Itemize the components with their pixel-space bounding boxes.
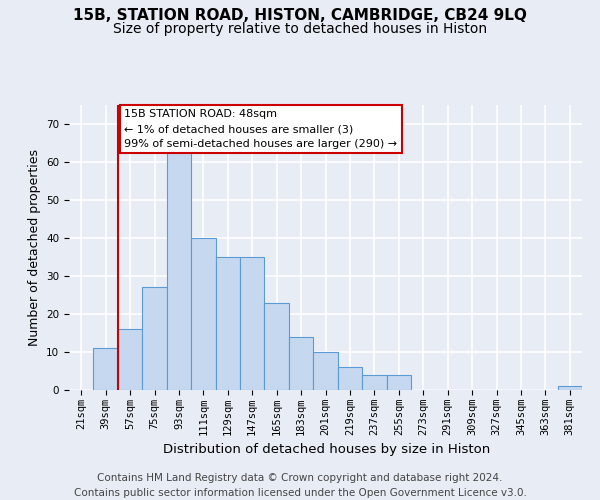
Bar xyxy=(191,238,215,390)
Bar xyxy=(215,257,240,390)
Text: 15B STATION ROAD: 48sqm
← 1% of detached houses are smaller (3)
99% of semi-deta: 15B STATION ROAD: 48sqm ← 1% of detached… xyxy=(124,110,397,149)
Bar xyxy=(338,367,362,390)
Bar xyxy=(142,288,167,390)
Y-axis label: Number of detached properties: Number of detached properties xyxy=(28,149,41,346)
Bar xyxy=(265,302,289,390)
Bar xyxy=(118,329,142,390)
Text: Size of property relative to detached houses in Histon: Size of property relative to detached ho… xyxy=(113,22,487,36)
Bar xyxy=(167,124,191,390)
Bar xyxy=(557,386,582,390)
Bar xyxy=(313,352,338,390)
Bar xyxy=(386,375,411,390)
Bar xyxy=(362,375,386,390)
Bar xyxy=(240,257,265,390)
Text: 15B, STATION ROAD, HISTON, CAMBRIDGE, CB24 9LQ: 15B, STATION ROAD, HISTON, CAMBRIDGE, CB… xyxy=(73,8,527,22)
Bar xyxy=(94,348,118,390)
Text: Contains HM Land Registry data © Crown copyright and database right 2024.
Contai: Contains HM Land Registry data © Crown c… xyxy=(74,472,526,498)
Text: Distribution of detached houses by size in Histon: Distribution of detached houses by size … xyxy=(163,442,491,456)
Bar xyxy=(289,337,313,390)
